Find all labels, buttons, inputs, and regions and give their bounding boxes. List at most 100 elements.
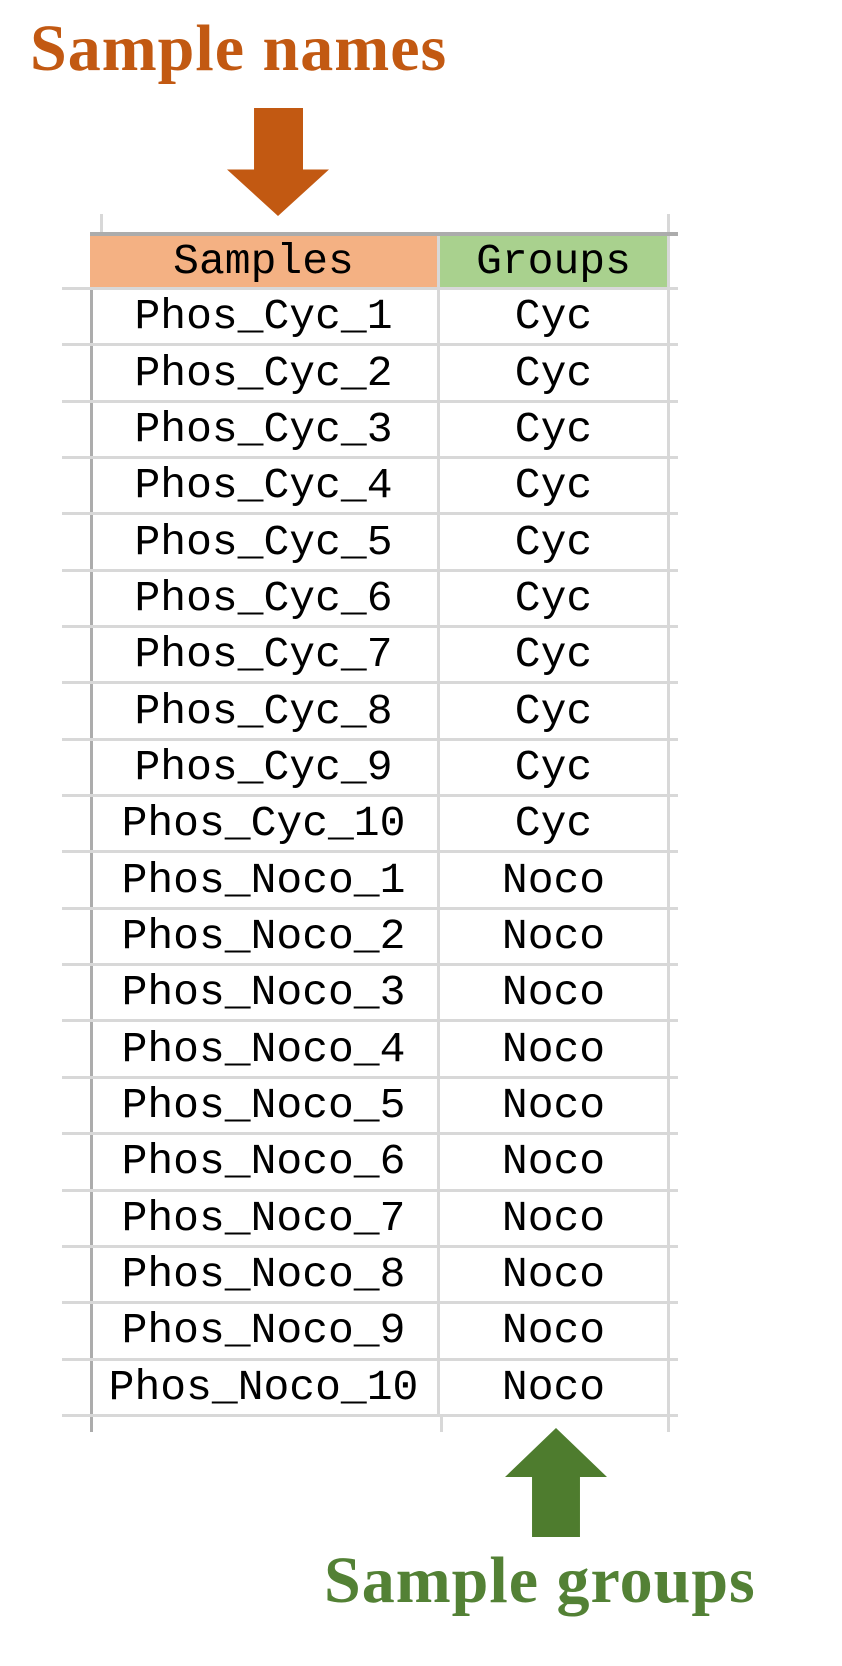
grid-sliver-left bbox=[62, 459, 90, 512]
sample-name-cell: Phos_Noco_5 bbox=[90, 1078, 440, 1133]
sample-name-cell: Phos_Cyc_4 bbox=[90, 459, 440, 513]
table-row: Phos_Noco_3 Noco bbox=[62, 966, 678, 1023]
sample-group-cell: Noco bbox=[501, 1080, 606, 1130]
sample-group-cell: Noco bbox=[501, 1362, 606, 1412]
table-rows: Samples Groups Phos_Cyc_1 Cyc Phos_Cyc_2 Cy… bbox=[62, 236, 678, 1417]
sample-group-cell: Cyc bbox=[514, 404, 593, 454]
grid-sliver-left bbox=[62, 572, 90, 625]
table-row: Phos_Noco_2 Noco bbox=[62, 909, 678, 967]
table-row: Phos_Noco_4 Noco bbox=[62, 1022, 678, 1079]
sample-name-cell: Phos_Noco_2 bbox=[90, 909, 440, 964]
grid-sliver-right bbox=[667, 290, 678, 343]
grid-sliver-left bbox=[62, 628, 90, 681]
grid-sliver-left bbox=[62, 910, 90, 963]
table-row: Phos_Cyc_5 Cyc bbox=[62, 515, 678, 572]
grid-sliver-left bbox=[62, 853, 90, 906]
sample-group-cell: Noco bbox=[501, 1193, 606, 1243]
table-row: Phos_Cyc_4 Cyc bbox=[62, 459, 678, 516]
table-row: Phos_Cyc_7 Cyc bbox=[62, 628, 678, 685]
sample-group-cell: Cyc bbox=[514, 461, 593, 511]
grid-sliver-left bbox=[62, 1361, 90, 1414]
sample-name-cell: Phos_Noco_4 bbox=[90, 1022, 440, 1076]
grid-sliver-right bbox=[667, 797, 678, 850]
grid-sliver-left bbox=[62, 797, 90, 850]
sample-name-cell: Phos_Cyc_2 bbox=[90, 346, 440, 400]
grid-sliver-left bbox=[62, 403, 90, 456]
grid-sliver-left bbox=[62, 1304, 90, 1357]
table-header-row: Samples Groups bbox=[62, 236, 678, 290]
header-cell-samples: Samples bbox=[90, 236, 440, 287]
sample-name-cell: Phos_Cyc_1 bbox=[90, 290, 440, 344]
table-row: Phos_Cyc_10 Cyc bbox=[62, 797, 678, 854]
grid-sliver-right bbox=[667, 1248, 678, 1301]
grid-sliver-right bbox=[667, 1022, 678, 1075]
sample-group-cell: Cyc bbox=[514, 517, 593, 567]
sample-name-cell: Phos_Cyc_6 bbox=[90, 571, 440, 626]
sample-name-cell: Phos_Noco_1 bbox=[90, 853, 440, 907]
table-row: Phos_Noco_6 Noco bbox=[62, 1135, 678, 1192]
grid-sliver-right bbox=[667, 853, 678, 906]
table-row: Phos_Noco_8 Noco bbox=[62, 1247, 678, 1305]
sample-name-cell: Phos_Cyc_8 bbox=[90, 684, 440, 738]
samples-table: Samples Groups Phos_Cyc_1 Cyc Phos_Cyc_2 Cy… bbox=[62, 214, 678, 1436]
sample-name-cell: Phos_Noco_6 bbox=[90, 1135, 440, 1189]
grid-sliver-right bbox=[667, 628, 678, 681]
sample-group-cell: Noco bbox=[501, 1024, 606, 1074]
table-row: Phos_Noco_7 Noco bbox=[62, 1191, 678, 1248]
sample-name-cell: Phos_Cyc_3 bbox=[90, 402, 440, 457]
sample-name-cell: Phos_Noco_9 bbox=[90, 1304, 440, 1358]
table-row: Phos_Noco_5 Noco bbox=[62, 1078, 678, 1136]
sample-group-cell: Cyc bbox=[514, 799, 593, 849]
sample-group-cell: Noco bbox=[501, 1137, 606, 1187]
table-row: Phos_Noco_10 Noco bbox=[62, 1360, 678, 1417]
gridline-left-border bbox=[90, 232, 93, 1432]
gridline-stub-bottom-divider bbox=[440, 1417, 443, 1432]
grid-sliver-right bbox=[667, 236, 678, 287]
sample-name-cell: Phos_Cyc_7 bbox=[90, 628, 440, 682]
sample-name-cell: Phos_Cyc_9 bbox=[90, 740, 440, 795]
gridline-right-border bbox=[667, 214, 670, 1432]
table-row: Phos_Cyc_1 Cyc bbox=[62, 290, 678, 347]
sample-group-cell: Noco bbox=[501, 911, 606, 961]
grid-sliver-right bbox=[667, 910, 678, 963]
grid-sliver-left bbox=[62, 515, 90, 568]
table-row: Phos_Cyc_8 Cyc bbox=[62, 684, 678, 741]
grid-sliver-right bbox=[667, 515, 678, 568]
table-row: Phos_Cyc_3 Cyc bbox=[62, 402, 678, 460]
table-row: Phos_Noco_9 Noco bbox=[62, 1304, 678, 1361]
grid-sliver-left bbox=[62, 741, 90, 794]
grid-sliver-right bbox=[667, 1304, 678, 1357]
sample-name-cell: Phos_Cyc_5 bbox=[90, 515, 440, 569]
sample-name-cell: Phos_Cyc_10 bbox=[90, 797, 440, 851]
grid-sliver-right bbox=[667, 572, 678, 625]
sample-group-cell: Cyc bbox=[514, 292, 593, 342]
sample-group-cell: Noco bbox=[501, 1250, 606, 1300]
grid-sliver-left bbox=[62, 1022, 90, 1075]
grid-sliver-left bbox=[62, 1192, 90, 1245]
grid-sliver-left bbox=[62, 236, 90, 287]
grid-sliver-left bbox=[62, 346, 90, 399]
sample-names-label: Sample names bbox=[30, 12, 448, 85]
up-arrow-icon bbox=[505, 1428, 607, 1537]
grid-sliver-left bbox=[62, 684, 90, 737]
grid-sliver-right bbox=[667, 1192, 678, 1245]
header-cell-groups: Groups bbox=[440, 236, 667, 287]
sample-group-cell: Noco bbox=[501, 1306, 606, 1356]
sample-name-cell: Phos_Noco_3 bbox=[90, 966, 440, 1020]
sample-groups-label: Sample groups bbox=[324, 1544, 756, 1617]
grid-sliver-right bbox=[667, 346, 678, 399]
sample-group-cell: Noco bbox=[501, 855, 606, 905]
grid-sliver-right bbox=[667, 684, 678, 737]
sample-name-cell: Phos_Noco_8 bbox=[90, 1247, 440, 1302]
sample-group-cell: Cyc bbox=[514, 742, 593, 792]
sample-name-cell: Phos_Noco_10 bbox=[90, 1360, 440, 1414]
down-arrow-icon bbox=[227, 108, 329, 216]
grid-sliver-left bbox=[62, 966, 90, 1019]
sample-group-cell: Noco bbox=[501, 968, 606, 1018]
grid-sliver-left bbox=[62, 1135, 90, 1188]
grid-sliver-right bbox=[667, 403, 678, 456]
grid-sliver-right bbox=[667, 741, 678, 794]
grid-sliver-left bbox=[62, 290, 90, 343]
grid-sliver-right bbox=[667, 459, 678, 512]
sample-name-cell: Phos_Noco_7 bbox=[90, 1191, 440, 1245]
